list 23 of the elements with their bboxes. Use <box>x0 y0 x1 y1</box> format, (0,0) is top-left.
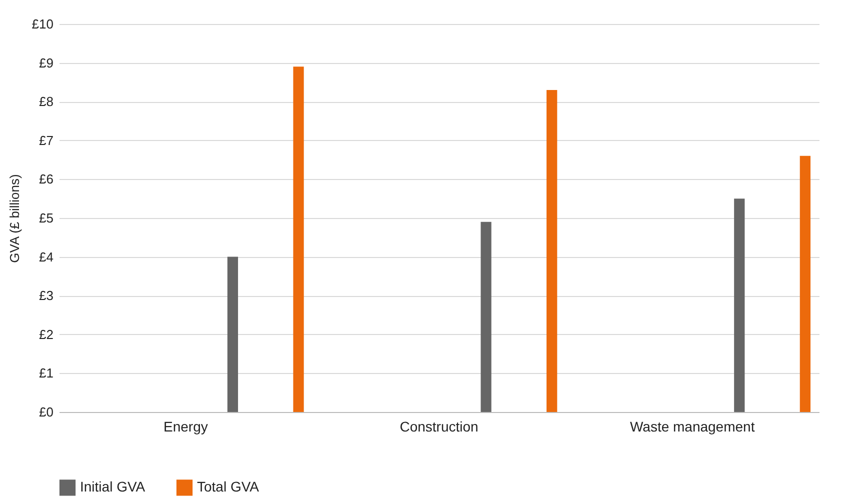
y-tick-label: £5 <box>39 210 54 226</box>
bar <box>293 66 304 412</box>
y-tick-label: £6 <box>39 172 54 187</box>
legend-label: Initial GVA <box>80 478 146 495</box>
y-tick-label: £2 <box>39 326 54 342</box>
bar <box>227 256 238 412</box>
bar <box>546 90 558 412</box>
bar <box>734 198 745 412</box>
y-axis-title: GVA (£ billions) <box>6 174 22 263</box>
bar <box>800 156 810 412</box>
x-tick-label: Energy <box>163 418 208 434</box>
y-tick-label: £1 <box>39 366 54 381</box>
legend-label: Total GVA <box>197 478 260 495</box>
bar <box>480 222 492 412</box>
y-tick-label: £10 <box>32 16 54 32</box>
y-tick-label: £8 <box>39 94 54 110</box>
y-tick-label: £3 <box>39 288 54 304</box>
y-tick-label: £9 <box>39 55 54 70</box>
x-tick-label: Construction <box>400 418 478 434</box>
y-tick-label: £4 <box>39 249 54 264</box>
x-tick-label: Waste management <box>630 418 755 434</box>
y-tick-label: £7 <box>39 132 54 148</box>
y-tick-label: £0 <box>39 404 54 420</box>
